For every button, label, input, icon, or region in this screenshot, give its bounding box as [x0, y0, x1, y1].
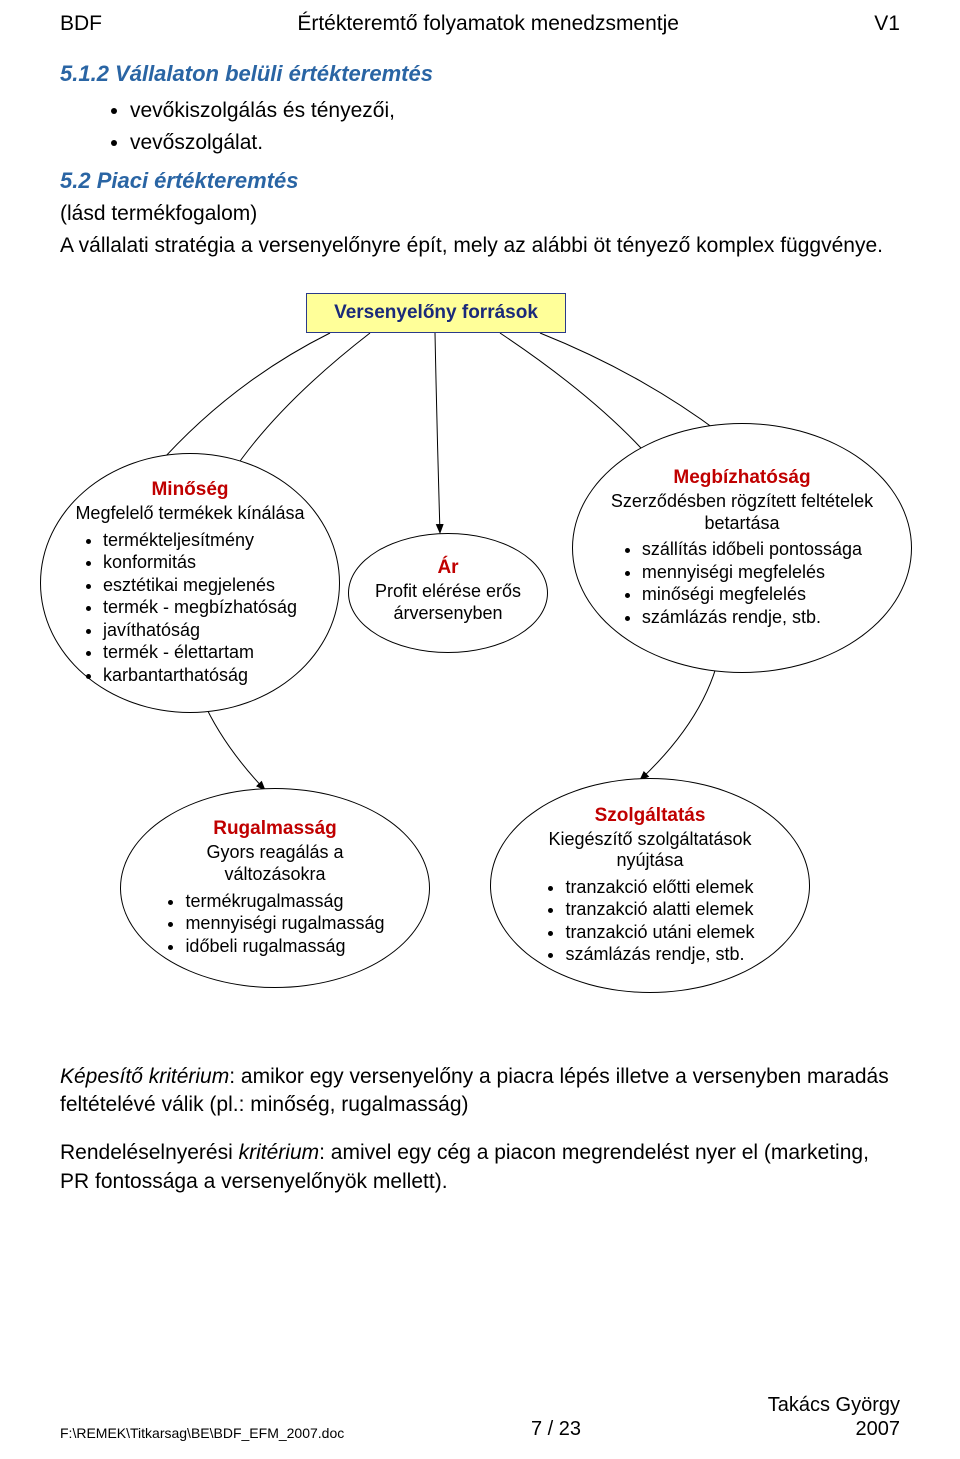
header-center: Értékteremtő folyamatok menedzsmentje: [297, 12, 679, 36]
r-b3: számlázás rendje, stb.: [642, 606, 862, 629]
f-b0: termékrugalmasság: [185, 890, 384, 913]
node-reliab-title: Megbízhatóság: [673, 467, 810, 489]
s-b1: tranzakció alatti elemek: [565, 898, 754, 921]
page-header: BDF Értékteremtő folyamatok menedzsmentj…: [0, 0, 960, 36]
heading-52: 5.2 Piaci értékteremtés: [0, 158, 960, 198]
root-node: Versenyelőny források: [306, 293, 566, 333]
footer-year: 2007: [856, 1418, 901, 1440]
s-b2: tranzakció utáni elemek: [565, 921, 754, 944]
node-price: Ár Profit elérése erős árversenyben: [348, 533, 548, 653]
node-flex-title: Rugalmasság: [213, 818, 337, 840]
q-b0: termékteljesítmény: [103, 529, 297, 552]
node-quality: Minőség Megfelelő termékek kínálása term…: [40, 453, 340, 713]
node-flex-list: termékrugalmasság mennyiségi rugalmasság…: [165, 890, 384, 958]
node-quality-title: Minőség: [151, 479, 228, 501]
bullet-512-0: vevőkiszolgálás és tényezői,: [130, 95, 960, 127]
f-b1: mennyiségi rugalmasság: [185, 912, 384, 935]
q-b2: esztétikai megjelenés: [103, 574, 297, 597]
node-reliab-sub: Szerződésben rögzített feltételek betart…: [598, 491, 886, 534]
diagram: Versenyelőny források Minőség Megfelelő …: [0, 273, 960, 1053]
node-service-title: Szolgáltatás: [595, 805, 706, 827]
node-reliab-list: szállítás időbeli pontossága mennyiségi …: [622, 538, 862, 628]
footer-page: 7 / 23: [531, 1418, 581, 1441]
r-b1: mennyiségi megfelelés: [642, 561, 862, 584]
footer-author-year: Takács György 2007: [768, 1393, 900, 1441]
q-b3: termék - megbízhatóság: [103, 596, 297, 619]
node-service: Szolgáltatás Kiegészítő szolgáltatások n…: [490, 778, 810, 993]
bullet-512-1: vevőszolgálat.: [130, 127, 960, 159]
para-52-2: A vállalati stratégia a versenyelőnyre é…: [0, 230, 960, 262]
footer-path: F:\REMEK\Titkarsag\BE\BDF_EFM_2007.doc: [60, 1425, 344, 1441]
node-quality-list: termékteljesítmény konformitás esztétika…: [83, 529, 297, 687]
heading-512: 5.1.2 Vállalaton belüli értékteremtés: [0, 36, 960, 95]
r-b2: minőségi megfelelés: [642, 583, 862, 606]
criteria-p1-label: Képesítő kritérium: [60, 1065, 229, 1088]
node-flexibility: Rugalmasság Gyors reagálás a változásokr…: [120, 788, 430, 988]
node-service-sub: Kiegészítő szolgáltatások nyújtása: [526, 829, 774, 872]
header-right: V1: [874, 12, 900, 36]
page-footer: F:\REMEK\Titkarsag\BE\BDF_EFM_2007.doc 7…: [0, 1393, 960, 1441]
node-price-title: Ár: [437, 557, 458, 579]
header-left: BDF: [60, 12, 102, 36]
para-52-1: (lásd termékfogalom): [0, 198, 960, 230]
node-reliability: Megbízhatóság Szerződésben rögzített fel…: [572, 423, 912, 673]
q-b6: karbantarthatóság: [103, 664, 297, 687]
node-quality-sub: Megfelelő termékek kínálása: [75, 503, 304, 525]
node-flex-sub: Gyors reagálás a változásokra: [156, 842, 394, 885]
criteria-p2-italic: kritérium: [239, 1141, 320, 1164]
q-b1: konformitás: [103, 551, 297, 574]
s-b0: tranzakció előtti elemek: [565, 876, 754, 899]
criteria-p2-pre: Rendeléselnyerési: [60, 1141, 239, 1164]
q-b4: javíthatóság: [103, 619, 297, 642]
r-b0: szállítás időbeli pontossága: [642, 538, 862, 561]
footer-author: Takács György: [768, 1394, 900, 1416]
f-b2: időbeli rugalmasság: [185, 935, 384, 958]
criteria-p2: Rendeléselnyerési kritérium: amivel egy …: [0, 1129, 960, 1206]
bullets-512: vevőkiszolgálás és tényezői, vevőszolgál…: [0, 95, 960, 158]
node-service-list: tranzakció előtti elemek tranzakció alat…: [545, 876, 754, 966]
criteria-p1: Képesítő kritérium: amikor egy versenyel…: [0, 1053, 960, 1130]
q-b5: termék - élettartam: [103, 641, 297, 664]
s-b3: számlázás rendje, stb.: [565, 943, 754, 966]
node-price-sub: Profit elérése erős árversenyben: [374, 581, 522, 624]
